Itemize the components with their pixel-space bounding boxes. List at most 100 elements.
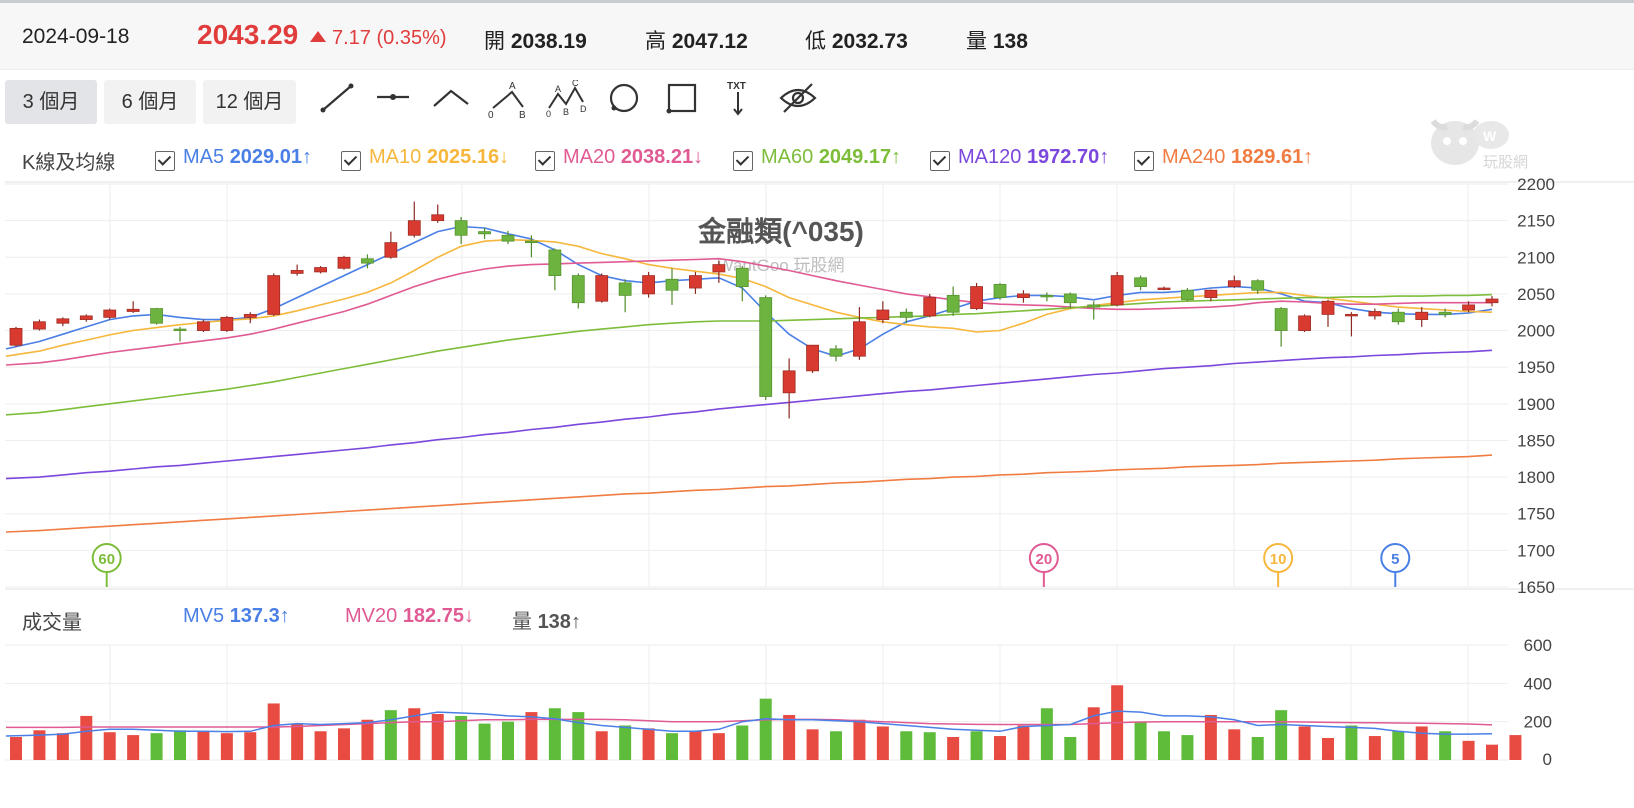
period-3m-button[interactable]: 3 個月	[5, 80, 97, 124]
ma240-legend: MA240 1829.61↑	[1162, 146, 1313, 169]
candle-body	[1321, 300, 1335, 315]
hide-drawings-icon[interactable]	[774, 80, 822, 124]
circle-tool-icon[interactable]	[600, 80, 648, 124]
candle-body	[1227, 280, 1241, 287]
candle-body	[1298, 315, 1311, 331]
candle-body	[9, 327, 23, 346]
candle-body	[1274, 308, 1288, 331]
mv5-value: 137.3	[229, 605, 280, 627]
abcd-c-label: C	[572, 80, 579, 88]
marker-circle	[1028, 543, 1059, 573]
ma20-legend: MA20 2038.21↓	[563, 146, 703, 169]
quote-high: 高 2047.12	[645, 25, 748, 55]
volume-now-label: 量	[512, 611, 532, 633]
ma120-line	[5, 349, 1493, 480]
text-tool-icon[interactable]: TXT	[714, 80, 762, 124]
candle-body	[899, 311, 913, 318]
candle-body	[454, 220, 468, 236]
candle-body	[79, 315, 93, 320]
volume-bar	[853, 719, 866, 760]
candle-body	[1040, 294, 1054, 298]
volume-bar	[1017, 725, 1030, 760]
volume-bar	[666, 733, 678, 760]
volume-bar	[1204, 714, 1217, 760]
volume-bar	[1228, 729, 1241, 760]
volume-bar	[876, 726, 889, 760]
ma5-label: MA5	[183, 146, 225, 168]
abcd-pattern-tool-icon[interactable]: A C 0 B D	[543, 80, 591, 124]
volume-bar	[314, 731, 327, 760]
angle-line-tool-icon[interactable]	[427, 80, 475, 124]
volume-bar	[338, 728, 350, 760]
mv20-legend: MV20 182.75↓	[345, 605, 474, 628]
candle-body	[1438, 311, 1452, 315]
ma5-checkbox[interactable]	[155, 151, 175, 171]
candle-body	[1181, 289, 1194, 301]
candle-body	[1391, 311, 1405, 323]
quote-price: 2043.29	[197, 19, 299, 50]
volume-bar	[595, 731, 608, 760]
abc-0-label: 0	[488, 110, 494, 121]
price-axis-tick-label: 1700	[1517, 541, 1555, 560]
candle-body	[782, 370, 796, 394]
volume-bar	[1087, 707, 1100, 760]
ma20-line	[5, 257, 1492, 366]
candle-body	[853, 321, 866, 357]
candle-body	[478, 231, 491, 235]
candle-body	[1017, 293, 1030, 298]
marker-label: 5	[1391, 551, 1399, 568]
volume-bar	[994, 736, 1006, 760]
price-axis-tick-label: 1950	[1517, 358, 1555, 377]
volume-bar	[525, 712, 538, 760]
candle-body	[806, 344, 819, 372]
chart-title: 金融類(^035)	[697, 215, 864, 247]
ma20-checkbox[interactable]	[535, 151, 555, 171]
ma60-label: MA60	[761, 146, 814, 168]
quote-date: 2024-09-18	[22, 25, 130, 48]
volume-bar	[619, 725, 632, 760]
low-label: 低	[805, 30, 826, 53]
volume-bar	[33, 730, 46, 760]
ma-period-marker: 20	[1028, 543, 1059, 587]
ma-period-marker: 5	[1380, 543, 1411, 587]
up-triangle-icon	[310, 31, 326, 42]
horizontal-line-tool-icon[interactable]	[369, 80, 417, 124]
ma240-checkbox[interactable]	[1134, 151, 1154, 171]
ma-period-marker: 10	[1263, 543, 1294, 587]
ma10-checkbox[interactable]	[341, 151, 361, 171]
abc-pattern-tool-icon[interactable]: A 0 B	[485, 80, 533, 124]
candle-body	[1110, 275, 1124, 306]
candle-body	[1204, 289, 1218, 298]
mv20-label: MV20	[345, 605, 398, 627]
volume-bar	[1040, 708, 1053, 760]
candle-body	[267, 275, 281, 315]
volume-axis-tick-label: 400	[1524, 674, 1552, 693]
price-axis-tick-label: 1800	[1517, 468, 1555, 487]
candle-body	[1462, 304, 1475, 311]
period-6m-button[interactable]: 6 個月	[104, 80, 196, 124]
quote-change-value: 7.17 (0.35%)	[332, 27, 447, 49]
volume-bar	[1322, 737, 1334, 760]
marker-label: 60	[98, 551, 115, 568]
rectangle-tool-icon[interactable]	[658, 80, 706, 124]
ma60-checkbox[interactable]	[733, 151, 753, 171]
ma120-arrow-icon: ↑	[1099, 146, 1110, 168]
quote-volume: 量 138	[966, 25, 1028, 55]
volume-bar	[80, 715, 93, 760]
candle-body	[33, 321, 46, 330]
period-12m-button[interactable]: 12 個月	[203, 80, 296, 124]
line-tool-icon[interactable]	[314, 80, 362, 124]
candle-body	[829, 348, 843, 357]
volume-bar	[103, 732, 116, 760]
open-label: 開	[484, 30, 505, 53]
candle-body	[970, 286, 983, 309]
marker-circle	[1263, 543, 1294, 573]
ma120-checkbox[interactable]	[930, 151, 950, 171]
volume-bar	[759, 698, 772, 760]
volume-bar	[291, 724, 304, 760]
candle-body	[290, 270, 304, 274]
candle-body	[126, 308, 140, 312]
candle-body	[173, 328, 187, 331]
volume-value: 138	[992, 30, 1028, 53]
